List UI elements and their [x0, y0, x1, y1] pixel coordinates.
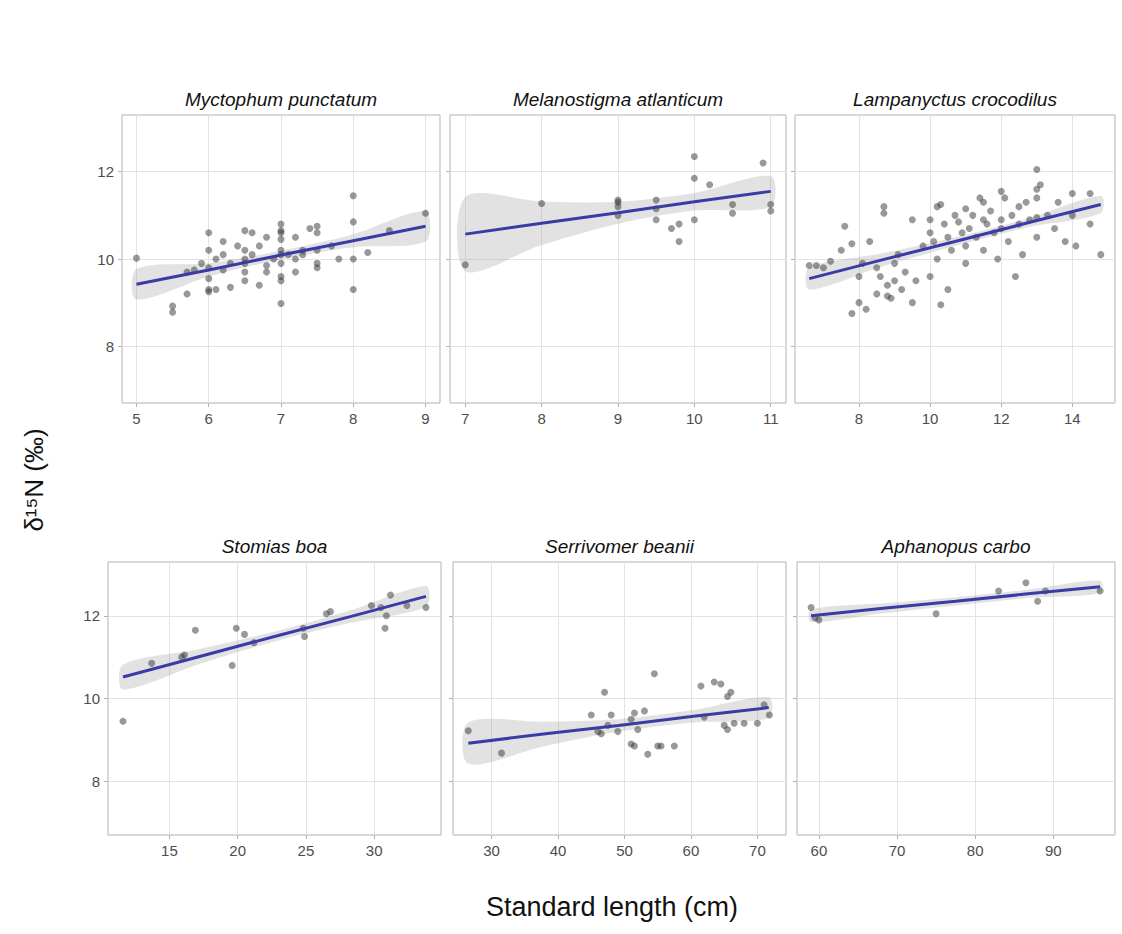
svg-text:Serrivomer beanii: Serrivomer beanii [545, 536, 695, 557]
svg-text:30: 30 [366, 842, 383, 859]
svg-text:60: 60 [811, 842, 828, 859]
svg-text:25: 25 [298, 842, 315, 859]
svg-text:6: 6 [205, 410, 213, 427]
svg-text:8: 8 [106, 338, 114, 355]
svg-text:11: 11 [763, 410, 779, 427]
svg-text:Lampanyctus crocodilus: Lampanyctus crocodilus [853, 89, 1057, 110]
svg-text:12: 12 [83, 607, 100, 624]
svg-text:90: 90 [1045, 842, 1062, 859]
svg-text:7: 7 [277, 410, 285, 427]
svg-text:Stomias boa: Stomias boa [222, 536, 328, 557]
svg-text:8: 8 [537, 410, 545, 427]
svg-text:5: 5 [132, 410, 140, 427]
svg-text:40: 40 [550, 842, 567, 859]
svg-text:Standard length (cm): Standard length (cm) [486, 892, 738, 922]
svg-text:10: 10 [97, 251, 114, 268]
svg-text:8: 8 [855, 410, 863, 427]
svg-text:10: 10 [922, 410, 939, 427]
svg-text:20: 20 [229, 842, 246, 859]
svg-text:50: 50 [616, 842, 633, 859]
svg-text:10: 10 [686, 410, 703, 427]
svg-text:12: 12 [97, 163, 114, 180]
svg-text:30: 30 [483, 842, 500, 859]
svg-text:70: 70 [889, 842, 906, 859]
svg-text:δ¹⁵N (‰): δ¹⁵N (‰) [19, 428, 49, 531]
svg-text:8: 8 [92, 773, 100, 790]
svg-text:80: 80 [967, 842, 984, 859]
svg-text:12: 12 [993, 410, 1010, 427]
svg-text:15: 15 [161, 842, 178, 859]
svg-text:7: 7 [461, 410, 469, 427]
svg-text:Aphanopus carbo: Aphanopus carbo [881, 536, 1031, 557]
svg-text:Melanostigma atlanticum: Melanostigma atlanticum [513, 89, 723, 110]
svg-text:9: 9 [614, 410, 622, 427]
svg-text:9: 9 [421, 410, 429, 427]
svg-text:10: 10 [83, 690, 100, 707]
svg-text:70: 70 [749, 842, 766, 859]
svg-text:60: 60 [683, 842, 700, 859]
svg-text:Myctophum punctatum: Myctophum punctatum [185, 89, 377, 110]
svg-text:14: 14 [1064, 410, 1081, 427]
svg-text:8: 8 [349, 410, 357, 427]
